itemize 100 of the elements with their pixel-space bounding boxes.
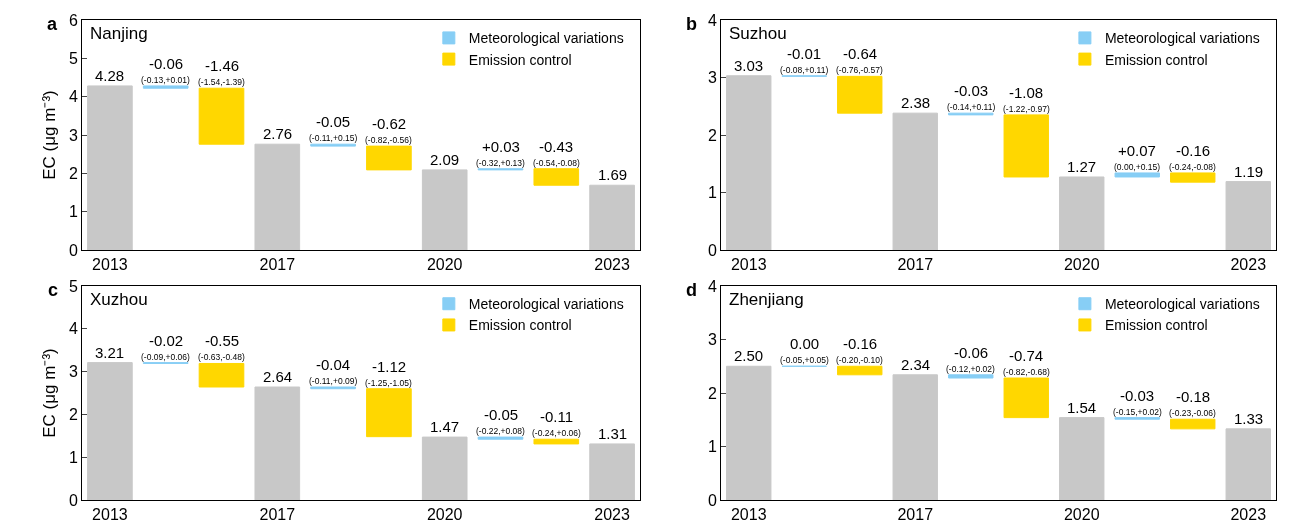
bar: [892, 374, 938, 500]
data-label: -0.04 (-0.11,+0.09): [309, 356, 358, 386]
y-axis-title: EC (μg m⁻³): [40, 90, 60, 180]
data-label: -0.18 (-0.23,-0.06): [1169, 388, 1216, 418]
data-label: -0.03 (-0.15,+0.02): [1113, 387, 1163, 417]
data-label: +0.03 (-0.32,+0.13): [476, 138, 526, 168]
bar: [1059, 176, 1105, 250]
x-tick-label: 2020: [1063, 506, 1100, 524]
data-label: 2.64: [263, 368, 293, 385]
text: b: [686, 14, 697, 34]
bar: [726, 75, 772, 250]
legend-label: Emission control: [1104, 51, 1208, 68]
bar: [198, 362, 245, 388]
data-label: 2.76: [263, 125, 293, 142]
x-tick-label: 2013: [92, 256, 128, 274]
x-tick-label: 2023: [594, 256, 630, 274]
data-label: -1.46 (-1.54,-1.39): [198, 57, 245, 87]
data-label: -1.08 (-1.22,-0.97): [1003, 84, 1050, 114]
data-label: 0.00 (-0.05,+0.05): [780, 335, 830, 365]
legend-label: Meteorological variations: [1104, 296, 1260, 313]
data-label: -0.02 (-0.09,+0.06): [141, 332, 191, 362]
y-tick-label: 6: [68, 11, 78, 29]
y-tick-label: 3: [707, 69, 717, 87]
x-tick-label: 2023: [1230, 506, 1267, 524]
bar: [1003, 114, 1049, 178]
data-label: 2.09: [430, 151, 460, 168]
y-tick-label: 4: [68, 88, 78, 106]
bar: [1170, 418, 1216, 430]
legend-label: Emission control: [468, 317, 572, 334]
chart-title: Suzhou: [729, 24, 787, 43]
chart-title: Zhenjiang: [729, 290, 804, 309]
y-tick-label: 0: [68, 241, 78, 259]
data-label: 1.27: [1067, 158, 1097, 175]
data-label: -0.62 (-0.82,-0.56): [365, 115, 412, 145]
bar: [421, 436, 468, 500]
data-label: -0.64 (-0.76,-0.57): [836, 45, 883, 75]
x-tick-label: 2017: [259, 256, 296, 274]
x-tick-label: 2017: [259, 506, 296, 524]
bar: [142, 85, 189, 89]
data-label: -0.16 (-0.24,-0.08): [1169, 142, 1216, 172]
y-tick-label: 5: [68, 49, 78, 67]
y-tick-label: 2: [68, 164, 78, 182]
bar: [726, 365, 772, 500]
y-tick-label: 2: [707, 126, 717, 144]
data-label: -0.74 (-0.82,-0.68): [1003, 347, 1050, 377]
text: a: [47, 14, 58, 34]
data-label: 1.31: [598, 425, 628, 442]
data-label: -0.03 (-0.14,+0.11): [947, 82, 996, 112]
bar: [837, 365, 883, 376]
chart-title: Xuzhou: [90, 290, 148, 309]
y-tick-label: 4: [707, 277, 717, 295]
data-label: 1.19: [1234, 163, 1264, 180]
bar: [198, 87, 245, 145]
y-tick-label: 1: [707, 438, 717, 456]
data-label: -0.43 (-0.54,-0.08): [533, 138, 580, 168]
bar: [254, 386, 301, 500]
y-tick-label: 4: [707, 11, 717, 29]
bar: [1059, 417, 1105, 500]
data-label: -0.16 (-0.20,-0.10): [836, 335, 883, 365]
y-tick-label: 3: [707, 331, 717, 349]
y-axis-title: EC (μg m⁻³): [40, 348, 60, 438]
x-tick-label: 2017: [897, 506, 934, 524]
x-tick-label: 2017: [897, 256, 934, 274]
text: c: [48, 280, 59, 300]
y-tick-label: 5: [68, 277, 78, 295]
bar: [948, 374, 994, 379]
y-tick-label: 0: [707, 241, 717, 259]
x-tick-label: 2013: [730, 506, 767, 524]
data-label: 2.34: [901, 356, 931, 373]
data-label: 2.38: [901, 94, 931, 111]
y-tick-label: 2: [707, 384, 717, 402]
text: d: [686, 280, 697, 300]
y-tick-label: 3: [68, 126, 78, 144]
data-label: 2.50: [734, 347, 764, 364]
legend-label: Emission control: [468, 51, 572, 68]
legend-label: Meteorological variations: [468, 30, 624, 47]
bar: [1114, 172, 1160, 178]
y-tick-label: 1: [707, 184, 717, 202]
bar: [589, 443, 635, 500]
data-label: -0.01 (-0.08,+0.11): [780, 45, 829, 75]
y-tick-label: 2: [68, 406, 78, 423]
bar: [366, 388, 412, 438]
data-label: 1.69: [598, 166, 628, 183]
data-label: 3.03: [734, 57, 764, 74]
x-tick-label: 2023: [594, 506, 630, 524]
data-label: 1.54: [1067, 399, 1097, 416]
bar: [533, 438, 580, 445]
legend-label: Meteorological variations: [1104, 30, 1260, 47]
bar: [366, 145, 412, 171]
bar: [1003, 377, 1049, 419]
bar: [1170, 172, 1216, 183]
bar: [87, 85, 133, 250]
data-label: -0.06 (-0.13,+0.01): [141, 55, 191, 85]
bar: [892, 112, 938, 250]
y-tick-label: 3: [68, 363, 78, 381]
bar: [421, 169, 468, 250]
data-label: -1.12 (-1.25,-1.05): [365, 358, 412, 388]
legend-label: Emission control: [1104, 317, 1208, 334]
x-tick-label: 2020: [426, 256, 463, 274]
data-label: -0.55 (-0.63,-0.48): [198, 332, 245, 362]
